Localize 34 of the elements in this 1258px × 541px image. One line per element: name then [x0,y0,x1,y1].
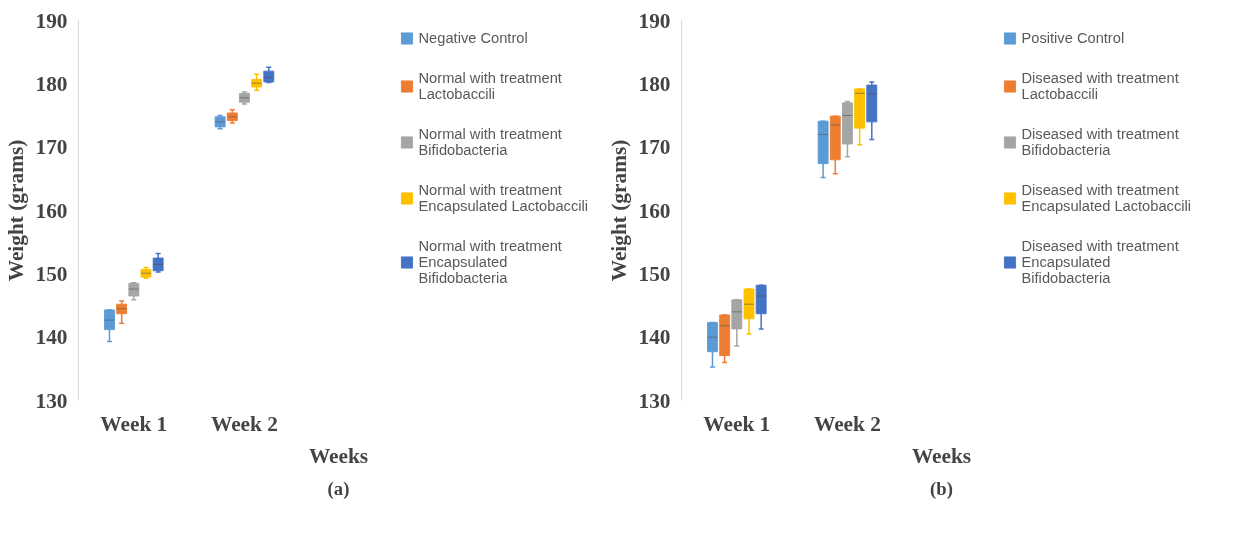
y-tick-label: 170 [638,135,671,160]
legend-label: Normal with treatment Encapsulated Bifidobacteria [418,238,562,286]
x-axis-title: Weeks [308,443,369,468]
y-axis-title: Weight (grams) [606,139,631,282]
legend-label: Diseased with treatment Lactobaccili [1021,70,1179,102]
legend-label: Normal with treatment Encapsulated Lactobaccili [418,182,588,214]
x-axis-title: Weeks [911,443,972,468]
y-tick-label: 190 [35,8,68,33]
legend-label: Diseased with treatment Encapsulated Lactobaccili [1021,182,1191,214]
text: (a) [327,477,350,500]
legend-label: Positive Control [1021,30,1125,46]
legend-label: Negative Control [418,30,528,46]
y-tick-label: 160 [35,198,68,223]
y-tick-label: 180 [35,71,68,96]
y-tick-label: 140 [638,325,671,350]
y-tick-label: 180 [638,71,671,96]
legend-label: Diseased with treatment Encapsulated Bifidobacteria [1021,238,1179,286]
y-tick-label: 160 [638,198,671,223]
y-tick-label: 190 [638,8,671,33]
y-tick-label: 130 [638,388,671,413]
legend-label: Normal with treatment Bifidobacteria [418,126,562,158]
y-tick-label: 140 [35,325,68,350]
y-tick-label: 130 [35,388,68,413]
y-tick-label: 150 [638,261,671,286]
x-tick-label: Week 1 [100,411,168,436]
text: (b) [930,477,953,500]
legend-label: Normal with treatment Lactobaccili [418,70,562,102]
x-tick-label: Week 2 [210,411,278,436]
y-tick-label: 170 [35,135,68,160]
x-tick-label: Week 2 [813,411,881,436]
y-tick-label: 150 [35,261,68,286]
y-axis-title: Weight (grams) [3,139,28,282]
legend-label: Diseased with treatment Bifidobacteria [1021,126,1179,158]
x-tick-label: Week 1 [703,411,771,436]
